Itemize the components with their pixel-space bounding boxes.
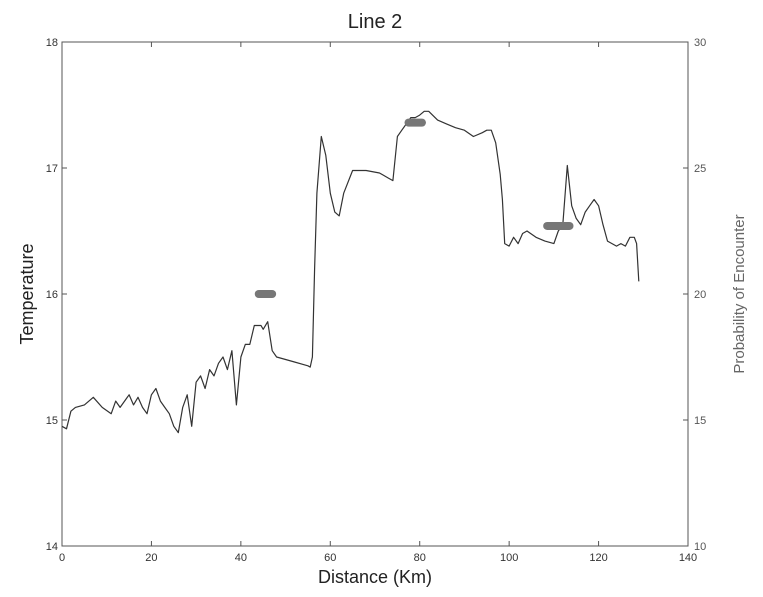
x-tick-label: 100 — [500, 552, 518, 564]
temperature-line — [61, 110, 640, 434]
x-tick-label: 60 — [324, 552, 336, 564]
y2-tick-label: 30 — [694, 37, 706, 49]
x-tick-label: 120 — [589, 552, 607, 564]
y2-axis-label: Probability of Encounter — [731, 214, 748, 373]
y-tick-label: 18 — [46, 37, 58, 49]
y-tick-label: 14 — [46, 541, 58, 553]
y2-tick-label: 25 — [694, 163, 706, 175]
y-tick-label: 16 — [46, 289, 58, 301]
y-tick-label: 17 — [46, 163, 58, 175]
axis-ticks: 0 20 40 60 80 100 120 140 14 15 16 17 18 10 15 20 25 30 — [46, 37, 707, 564]
chart-title: Line 2 — [348, 11, 403, 33]
x-tick-label: 40 — [235, 552, 247, 564]
x-axis-label: Distance (Km) — [318, 567, 432, 587]
y2-tick-label: 10 — [694, 541, 706, 553]
plot-frame — [61, 41, 689, 547]
y2-tick-label: 15 — [694, 415, 706, 427]
y-tick-label: 15 — [46, 415, 58, 427]
x-tick-label: 140 — [679, 552, 697, 564]
y-axis-label: Temperature — [17, 243, 37, 344]
x-tick-label: 80 — [414, 552, 426, 564]
y2-tick-label: 20 — [694, 289, 706, 301]
series-layer — [61, 110, 640, 434]
x-tick-label: 20 — [145, 552, 157, 564]
x-tick-label: 0 — [59, 552, 65, 564]
